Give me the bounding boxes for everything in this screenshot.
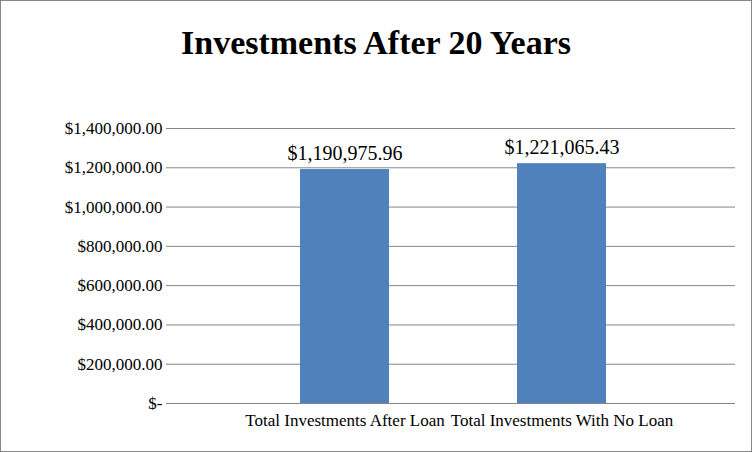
svg-text:$600,000.00: $600,000.00 (78, 276, 163, 295)
html-text:Investments After 20 Years: Investments After 20 Years (181, 24, 571, 61)
svg-text:$1,221,065.43: $1,221,065.43 (505, 136, 620, 158)
svg-text:Total Investments With No Loan: Total Investments With No Loan (451, 411, 674, 430)
svg-text:$1,190,975.96: $1,190,975.96 (288, 142, 403, 164)
svg-text:$1,400,000.00: $1,400,000.00 (65, 119, 163, 138)
svg-text:$800,000.00: $800,000.00 (78, 237, 163, 256)
svg-text:$200,000.00: $200,000.00 (78, 355, 163, 374)
svg-text:$1,000,000.00: $1,000,000.00 (65, 198, 163, 217)
svg-text:$400,000.00: $400,000.00 (78, 315, 163, 334)
svg-text:Total Investments After Loan: Total Investments After Loan (245, 411, 445, 430)
svg-text:$-: $- (148, 394, 163, 413)
svg-text:$1,200,000.00: $1,200,000.00 (65, 158, 163, 177)
